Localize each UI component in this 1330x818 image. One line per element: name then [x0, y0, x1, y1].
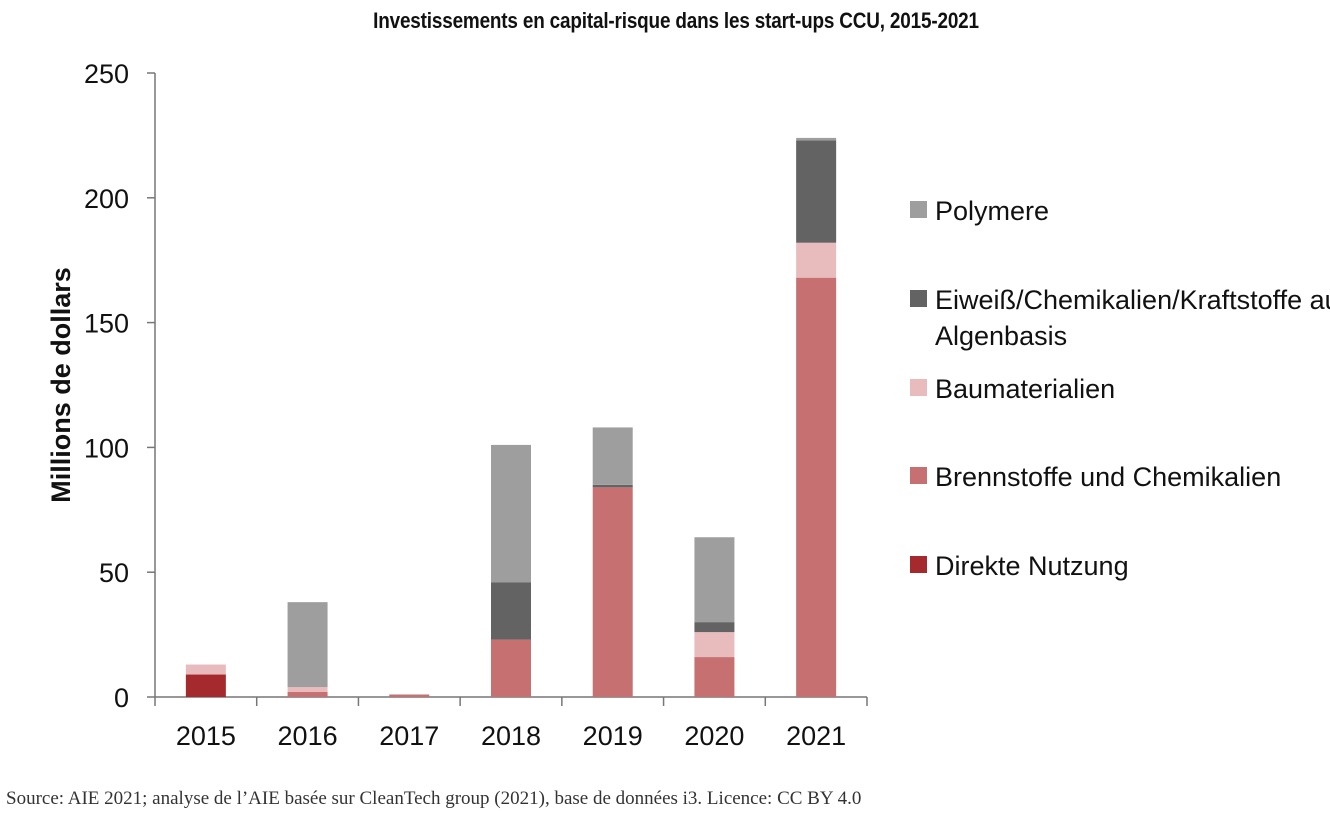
stacked-bar-chart: 0 50 100 150 200 250 2015 2016 2017 2018 2019 2020…: [46, 59, 1330, 751]
x-tick-label: 2019: [583, 721, 643, 751]
legend-swatch: [910, 379, 927, 396]
legend-label: Polymere: [935, 196, 1049, 226]
legend-label: Direkte Nutzung: [935, 551, 1129, 581]
bar-segment: [287, 687, 328, 693]
legend-label: Eiweiß/Chemikalien/Kraftstoffe auf Algenb…: [935, 285, 1330, 351]
legend-swatch: [910, 290, 927, 307]
bar-segment: [694, 632, 735, 658]
legend-label: Baumaterialien: [935, 374, 1115, 404]
bar-segment: [185, 664, 226, 675]
legend-swatch: [910, 467, 927, 484]
bar-segment: [796, 277, 837, 697]
chart-title: Investissements en capital-risque dans l…: [373, 8, 979, 33]
bar-segment: [287, 692, 328, 697]
y-axis-title: Millions de dollars: [46, 267, 76, 503]
bar-segment: [389, 694, 430, 697]
bar-segment: [592, 427, 633, 485]
bar-segment: [491, 639, 531, 697]
x-tick-label: 2015: [176, 721, 236, 751]
y-tick-label: 0: [114, 683, 129, 713]
legend-swatch: [910, 556, 927, 573]
y-tick-label: 200: [84, 184, 129, 214]
legend-swatch: [910, 201, 927, 218]
x-tick-label: 2021: [786, 721, 846, 751]
bar-segment: [592, 487, 633, 697]
x-tick-label: 2016: [278, 721, 338, 751]
bar-segment: [694, 537, 735, 623]
bar-segment: [491, 582, 531, 640]
bar-segment: [694, 657, 735, 697]
x-axis: 2015 2016 2017 2018 2019 2020 2021: [154, 696, 868, 751]
bar-segment: [694, 622, 735, 633]
x-tick-label: 2017: [379, 721, 439, 751]
y-tick-label: 100: [84, 433, 129, 463]
source-note: Source: AIE 2021; analyse de l’AIE basée…: [6, 788, 862, 809]
bar-segment: [491, 444, 531, 583]
bars: [185, 137, 837, 697]
legend-label: Brennstoffe und Chemikalien: [935, 462, 1281, 492]
x-tick-label: 2020: [684, 721, 744, 751]
y-tick-label: 150: [84, 309, 129, 339]
y-tick-label: 250: [84, 59, 129, 89]
x-tick-label: 2018: [481, 721, 541, 751]
bar-segment: [287, 602, 328, 688]
bar-segment: [796, 137, 837, 141]
y-tick-label: 50: [99, 558, 129, 588]
bar-segment: [796, 242, 837, 278]
y-axis: 0 50 100 150 200 250: [84, 59, 156, 713]
bar-segment: [796, 140, 837, 243]
legend: Polymere Eiweiß/Chemikalien/Kraftstoffe a…: [910, 196, 1330, 581]
bar-segment: [592, 484, 633, 488]
bar-segment: [185, 674, 226, 697]
